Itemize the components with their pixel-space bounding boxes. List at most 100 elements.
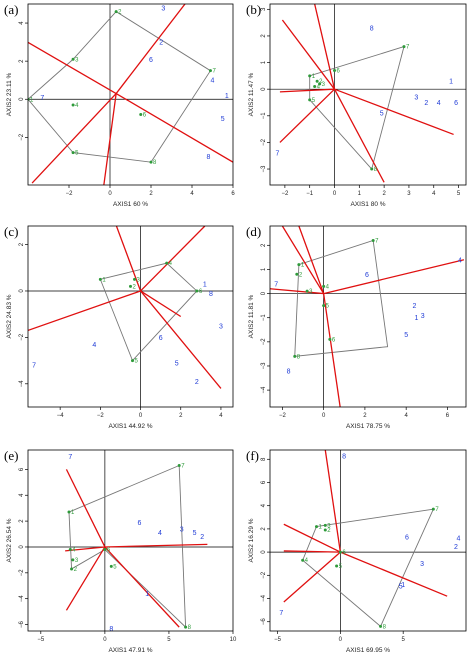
axis-line — [281, 19, 336, 90]
plot-frame — [269, 449, 467, 632]
green-point-marker — [68, 548, 72, 552]
y-tick-label: −1 — [261, 112, 267, 120]
green-point-label: 1 — [301, 263, 305, 269]
axis-line — [322, 293, 341, 407]
green-point-label: 5 — [113, 564, 117, 570]
axis-line — [283, 550, 341, 553]
green-point-label: 5 — [312, 98, 316, 104]
y-tick-label: 6 — [19, 467, 25, 471]
x-tick-label: 0 — [108, 191, 112, 197]
green-point-label: 4 — [75, 103, 79, 109]
blue-point-label: 1 — [415, 315, 419, 322]
y-tick-label: 2 — [261, 243, 267, 247]
plot-frame — [269, 3, 467, 186]
x-tick-label: −5 — [37, 637, 45, 643]
green-point-label: 6 — [143, 113, 147, 119]
green-point-label: 7 — [406, 45, 410, 51]
blue-point-label: 2 — [412, 303, 416, 310]
green-point-label: 4 — [72, 548, 76, 554]
panel-e: 1 2 3 4 5 6 7 8 1 2 3 4 5 6 7 8 −5 0 5 10 −6 −4 −2 0 2 4 6 AXIS1 47… — [4, 448, 237, 654]
green-point-marker — [208, 69, 212, 73]
x-tick-label: 0 — [339, 637, 343, 643]
y-tick-label: 2 — [19, 59, 25, 63]
y-tick-label: 0 — [261, 550, 267, 554]
panel-letter: (e) — [4, 448, 18, 463]
green-point-label: 8 — [153, 160, 157, 166]
axis-line — [103, 93, 117, 185]
green-point-label: 8 — [374, 167, 378, 173]
y-tick-label: 2 — [19, 519, 25, 523]
y-tick-label: −4 — [261, 594, 267, 602]
blue-point-label: 1 — [449, 79, 453, 86]
x-axis-title: AXIS1 47.91 % — [108, 647, 152, 654]
blue-point-label: 2 — [195, 379, 199, 386]
green-point-marker — [114, 10, 118, 14]
panel-letter: (a) — [4, 2, 18, 17]
y-axis-title: AXIS2 11.81 % — [248, 294, 255, 338]
green-point-label: 1 — [71, 510, 75, 516]
y-tick-label: −6 — [261, 618, 267, 626]
green-point-marker — [139, 113, 143, 117]
green-point-label: 1 — [312, 74, 316, 80]
green-point-label: 4 — [317, 85, 321, 91]
convex-hull — [28, 11, 212, 163]
green-point-label: 7 — [212, 69, 216, 75]
y-axis-title: AXIS2 16.29 % — [248, 518, 255, 562]
green-point-label: 2 — [74, 567, 78, 573]
green-point-marker — [323, 528, 327, 532]
axis-line — [140, 226, 206, 292]
y-tick-label: 3 — [261, 7, 267, 11]
green-point-label: 2 — [133, 284, 137, 290]
x-tick-label: 4 — [219, 413, 223, 419]
blue-point-label: 1 — [145, 591, 149, 598]
green-point-marker — [131, 359, 135, 363]
blue-point-label: 7 — [275, 151, 279, 158]
green-point-marker — [338, 550, 342, 554]
green-point-label: 2 — [299, 272, 303, 278]
green-point-marker — [195, 289, 199, 293]
blue-point-label: 6 — [365, 272, 369, 279]
y-axis-title: AXIS2 11.47 % — [248, 72, 255, 116]
green-point-marker — [71, 151, 75, 155]
axis-line — [104, 543, 208, 548]
convex-hull — [68, 464, 187, 629]
green-point-label: 4 — [326, 284, 330, 290]
x-tick-label: 2 — [363, 413, 367, 419]
y-tick-label: −2 — [261, 338, 267, 346]
x-tick-label: 4 — [404, 413, 408, 419]
green-point-marker — [313, 85, 317, 89]
green-point-marker — [98, 277, 102, 281]
x-axis-title: AXIS1 80 % — [350, 201, 385, 208]
x-tick-label: 5 — [402, 637, 406, 643]
axis-line — [334, 88, 454, 136]
blue-point-label: 4 — [211, 78, 215, 85]
green-point-label: 6 — [342, 550, 346, 556]
green-point-label: 3 — [309, 289, 313, 295]
blue-point-label: 8 — [206, 154, 210, 161]
x-axis-title: AXIS1 44.92 % — [108, 423, 152, 430]
green-point-marker — [328, 337, 332, 341]
green-point-label: 5 — [135, 359, 139, 365]
blue-point-label: 7 — [68, 454, 72, 461]
blue-point-label: 4 — [437, 100, 441, 107]
axis-line — [115, 226, 142, 292]
axis-line — [279, 88, 335, 93]
axis-line — [281, 226, 325, 294]
blue-point-label: 7 — [279, 610, 283, 617]
blue-point-label: 8 — [109, 626, 113, 633]
convex-hull — [99, 262, 198, 362]
y-axis-title: AXIS2 24.83 % — [6, 294, 13, 338]
x-tick-label: −4 — [57, 413, 65, 419]
blue-point-label: 3 — [180, 526, 184, 533]
green-point-marker — [318, 82, 322, 86]
blue-point-label: 3 — [219, 323, 223, 330]
x-tick-label: 0 — [103, 637, 107, 643]
panel-letter: (b) — [246, 2, 261, 17]
green-point-label: 3 — [75, 57, 79, 63]
green-point-marker — [149, 160, 153, 164]
green-point-marker — [333, 69, 337, 73]
green-point-marker — [315, 79, 319, 83]
green-point-marker — [335, 564, 339, 568]
green-point-label: 8 — [297, 354, 301, 360]
plot-frame — [27, 449, 234, 632]
